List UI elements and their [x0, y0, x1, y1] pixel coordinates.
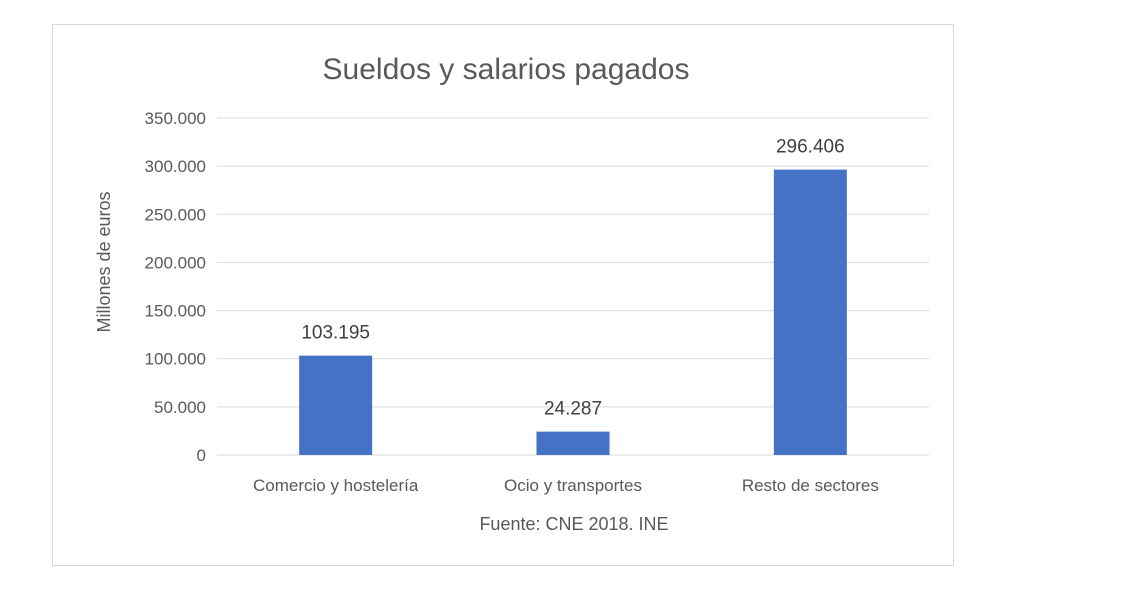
y-tick-label: 150.000 — [145, 302, 206, 321]
bar — [773, 169, 847, 455]
y-tick-label: 100.000 — [145, 350, 206, 369]
bar — [536, 431, 610, 455]
data-label: 103.195 — [301, 323, 370, 344]
y-tick-label: 300.000 — [145, 157, 206, 176]
chart-title: Sueldos y salarios pagados — [323, 53, 690, 86]
bar-chart: Sueldos y salarios pagados 0 50.000 100.00… — [94, 53, 929, 534]
y-tick-label: 250.000 — [145, 205, 206, 224]
x-category-label: Ocio y transportes — [504, 476, 642, 495]
data-labels: 103.195 24.287 296.406 — [301, 137, 844, 420]
data-label: 24.287 — [544, 399, 602, 420]
x-axis-title: Fuente: CNE 2018. INE — [479, 514, 668, 534]
y-axis-title: Millones de euros — [94, 191, 114, 332]
y-tick-label: 0 — [197, 446, 206, 465]
x-category-label: Comercio y hostelería — [253, 476, 419, 495]
bars — [299, 169, 847, 455]
y-axis-ticks: 0 50.000 100.000 150.000 200.000 250.000 300.0… — [145, 109, 206, 465]
x-category-label: Resto de sectores — [742, 476, 879, 495]
y-tick-label: 350.000 — [145, 109, 206, 128]
y-tick-label: 50.000 — [154, 398, 206, 417]
y-tick-label: 200.000 — [145, 253, 206, 272]
bar — [299, 355, 373, 455]
x-axis-categories: Comercio y hostelería Ocio y transportes R… — [253, 476, 879, 495]
chart-frame: Sueldos y salarios pagados 0 50.000 100.00… — [52, 24, 954, 566]
data-label: 296.406 — [776, 137, 845, 158]
